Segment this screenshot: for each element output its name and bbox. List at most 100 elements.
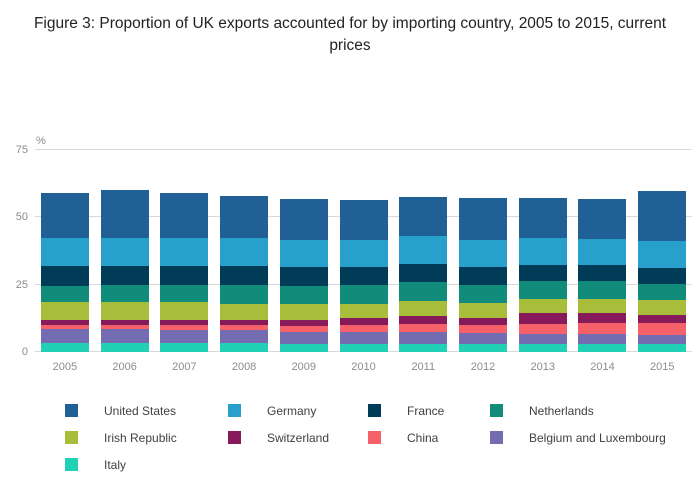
bar-segment-france	[578, 264, 627, 282]
bar-segment-switzerland	[160, 319, 209, 326]
bar-segment-netherlands	[638, 283, 687, 300]
bar-segment-italy	[160, 342, 209, 352]
bar-2015	[632, 150, 692, 352]
bar-segment-belgium-and-luxembourg	[339, 331, 388, 344]
bar-2009	[274, 150, 334, 352]
y-tick-label-50: 50	[15, 211, 28, 224]
legend-item-irish-republic: Irish Republic	[65, 431, 228, 445]
bar-segment-united-states	[399, 197, 448, 237]
bar-segment-irish-republic	[40, 302, 89, 320]
bar-segment-france	[459, 267, 507, 285]
bar-segment-china	[399, 323, 448, 332]
bar-segment-netherlands	[518, 281, 567, 299]
bar-segment-germany	[459, 240, 507, 268]
stacked-bar	[399, 197, 448, 352]
legend-label: Italy	[104, 457, 127, 472]
bar-segment-belgium-and-luxembourg	[279, 331, 328, 344]
bar-segment-china	[40, 325, 89, 330]
bar-segment-netherlands	[40, 286, 89, 303]
bar-segment-irish-republic	[100, 302, 149, 320]
bar-segment-germany	[279, 240, 328, 268]
bar-segment-switzerland	[279, 319, 328, 327]
bar-segment-germany	[40, 237, 89, 266]
bar-2007	[154, 150, 214, 352]
chart-title: Figure 3: Proportion of UK exports accou…	[33, 15, 667, 55]
bar-segment-china	[160, 325, 209, 331]
legend-swatch-italy	[65, 458, 78, 472]
bar-segment-united-states	[220, 195, 269, 238]
x-tick-label-2015: 2015	[649, 360, 675, 373]
bar-segment-china	[459, 325, 507, 334]
x-tick-label-2007: 2007	[172, 360, 197, 373]
bar-segment-belgium-and-luxembourg	[100, 329, 149, 343]
bar-segment-italy	[399, 343, 448, 352]
bar-segment-switzerland	[40, 319, 89, 326]
x-tick-label-2012: 2012	[470, 360, 496, 373]
gridline-75	[35, 148, 692, 150]
bar-segment-china	[578, 322, 627, 334]
bar-segment-france	[638, 267, 687, 284]
stacked-bar	[100, 190, 149, 352]
stacked-bar	[339, 199, 388, 352]
bar-segment-italy	[339, 343, 388, 352]
bar-segment-netherlands	[578, 281, 627, 299]
bar-segment-switzerland	[399, 315, 448, 324]
x-tick-label-2008: 2008	[231, 360, 257, 373]
bar-segment-united-states	[518, 197, 567, 239]
bar-segment-italy	[518, 344, 567, 352]
bar-segment-france	[279, 267, 328, 286]
bar-segment-irish-republic	[279, 303, 328, 320]
legend-label: Switzerland	[267, 430, 330, 445]
bar-segment-france	[220, 265, 269, 285]
bar-segment-netherlands	[100, 284, 149, 303]
bar-segment-france	[518, 264, 567, 282]
bar-segment-france	[339, 267, 388, 285]
stacked-bar	[459, 198, 507, 352]
legend-item-switzerland: Switzerland	[228, 431, 368, 445]
bar-segment-germany	[220, 237, 269, 266]
legend-label: Irish Republic	[104, 430, 177, 445]
bar-segment-belgium-and-luxembourg	[40, 329, 89, 343]
bar-segment-netherlands	[160, 284, 209, 303]
legend-label: China	[407, 430, 439, 445]
bar-segment-china	[279, 326, 328, 332]
legend-swatch-germany	[228, 404, 241, 418]
bar-segment-netherlands	[220, 284, 269, 304]
bar-segment-germany	[399, 236, 448, 265]
x-tick-label-2006: 2006	[112, 360, 137, 373]
legend-swatch-switzerland	[228, 431, 241, 445]
bar-segment-belgium-and-luxembourg	[578, 333, 627, 345]
legend-label: France	[407, 403, 445, 418]
y-tick-label-25: 25	[15, 278, 28, 291]
bar-segment-switzerland	[220, 319, 269, 326]
stacked-bar	[40, 193, 89, 352]
bar-segment-irish-republic	[518, 298, 567, 314]
bars	[35, 150, 692, 352]
bar-2014	[573, 150, 633, 352]
bar-segment-netherlands	[339, 284, 388, 304]
bar-2006	[95, 150, 155, 352]
bar-segment-belgium-and-luxembourg	[518, 333, 567, 345]
legend-item-china: China	[368, 431, 490, 445]
stacked-bar	[518, 197, 567, 352]
x-tick-label-2010: 2010	[351, 360, 376, 373]
bar-segment-united-states	[40, 193, 89, 238]
bar-segment-italy	[100, 342, 149, 352]
bar-segment-irish-republic	[638, 299, 687, 315]
legend-label: United States	[104, 403, 177, 418]
bar-segment-germany	[518, 238, 567, 265]
bar-segment-germany	[578, 239, 627, 265]
stacked-bar	[578, 199, 627, 352]
bar-segment-switzerland	[638, 314, 687, 323]
bar-segment-netherlands	[279, 286, 328, 304]
bar-segment-france	[100, 265, 149, 285]
legend-item-united-states: United States	[65, 404, 228, 418]
bar-segment-china	[339, 325, 388, 332]
y-tick-label-0: 0	[21, 345, 28, 358]
bar-segment-switzerland	[518, 313, 567, 325]
bar-segment-germany	[638, 240, 687, 268]
legend-swatch-china	[368, 431, 381, 445]
stacked-bar	[220, 195, 269, 352]
bar-segment-france	[399, 264, 448, 282]
